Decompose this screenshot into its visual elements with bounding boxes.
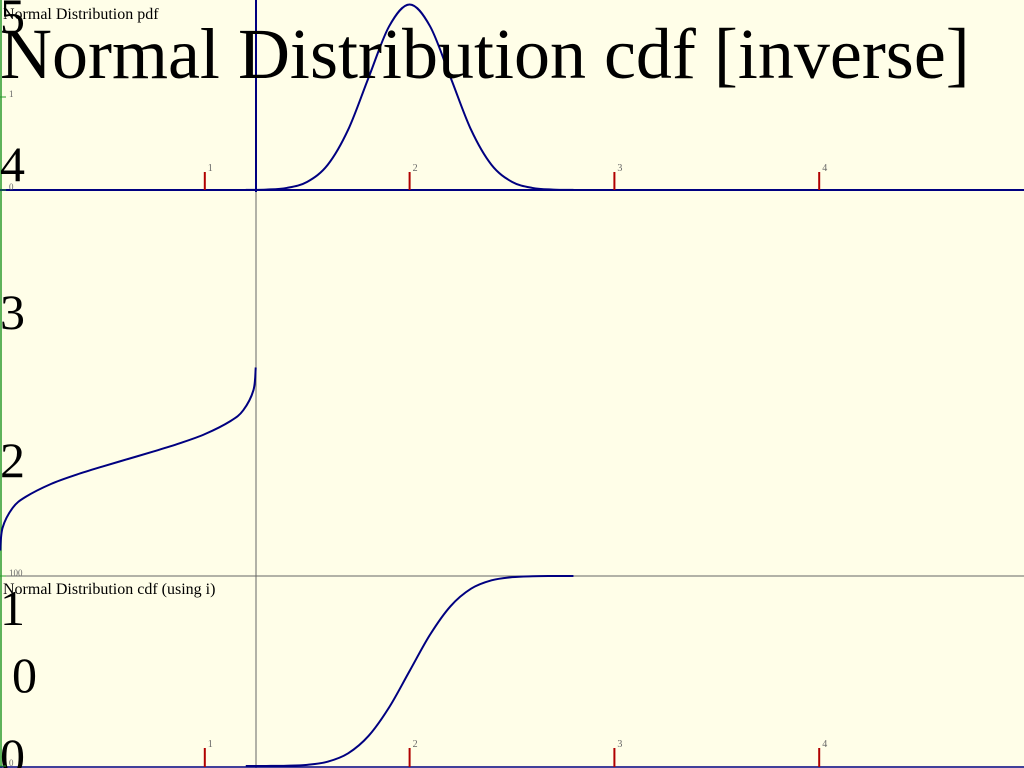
chart-title: Normal Distribution cdf (using i) (3, 581, 215, 598)
curve (245, 3, 574, 191)
x-tick-label: 4 (822, 739, 827, 750)
curve (245, 575, 574, 767)
x-tick-label: 1 (208, 739, 213, 750)
y-tick-label: 100 (9, 568, 23, 578)
x-tick-label: 4 (822, 163, 827, 174)
y-tick-label: 0 (9, 182, 14, 192)
curve (0, 367, 257, 551)
chart-title: Normal Distribution cdf [inverse] (0, 14, 970, 94)
y-tick-label: 4 (0, 136, 25, 192)
x-tick-label: 2 (413, 739, 418, 750)
y-tick-label: 1 (0, 580, 25, 636)
y-tick-label: 5 (0, 0, 25, 44)
x-tick-label: 2 (413, 163, 418, 174)
x-tick-label: 3 (617, 739, 622, 750)
y-tick-label: 3 (0, 284, 25, 340)
x-tick-label: 3 (617, 163, 622, 174)
y-tick-label: 2 (0, 432, 25, 488)
annotation: 0 (12, 647, 37, 703)
y-tick-label: 0 (9, 758, 14, 768)
chart-title: Normal Distribution pdf (3, 6, 159, 23)
y-tick-label: 0 (0, 728, 25, 768)
x-tick-label: 1 (208, 163, 213, 174)
y-tick-label: 1 (9, 89, 14, 99)
